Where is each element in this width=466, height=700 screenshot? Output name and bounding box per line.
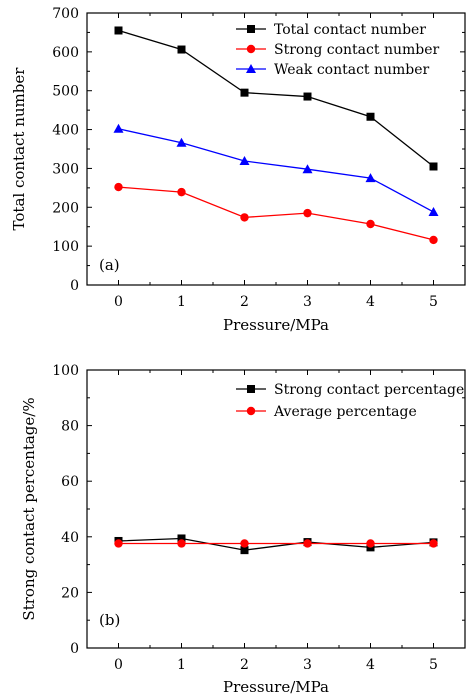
data-point [240,88,249,97]
data-point [177,539,186,548]
y-tick-label: 600 [52,45,79,61]
y-tick-label: 700 [52,6,79,22]
x-tick-label: 3 [303,294,312,310]
x-tick-label: 5 [429,294,438,310]
x-tick-label: 3 [303,657,312,673]
data-point [303,92,312,101]
legend-a: Total contact number Strong contact numbe… [236,22,439,78]
panel-label-a: (a) [99,256,120,274]
data-point [429,235,438,245]
data-point [114,182,123,192]
y-tick-label: 400 [52,123,79,139]
y-tick-label: 40 [61,530,79,546]
y-tick-label: 300 [52,161,79,177]
x-tick-label: 4 [366,294,375,310]
y-tick-label: 0 [70,641,79,657]
data-point [114,26,123,35]
legend-entry: Weak contact number [274,62,430,78]
x-tick-label: 2 [240,294,249,310]
series-line [118,186,434,241]
data-point [240,546,249,555]
x-tick-label: 1 [177,657,186,673]
legend-entry: Strong contact percentage [274,382,464,398]
data-point [177,187,186,197]
x-tick-label: 0 [114,294,123,310]
data-point [240,213,249,222]
chart-panel-a: 0 1 2 3 4 5 0 100 200 300 400 500 600 700 (a) Pressur… [10,6,466,334]
panel-label-b: (b) [99,611,120,629]
legend-marker [247,385,255,393]
y-tick-label: 20 [61,585,79,601]
data-point [366,112,375,121]
x-tick-label: 4 [366,657,375,673]
x-tick-label: 0 [114,657,123,673]
x-tick-label: 1 [177,294,186,310]
y-tick-label: 500 [52,84,79,100]
series-line [118,537,434,551]
data-point [365,173,376,183]
legend-marker [246,44,256,54]
legend-marker [247,25,255,33]
data-point [303,539,312,548]
legend-b: Strong contact percentage Average percent… [236,382,464,420]
data-point [176,137,187,147]
legend-entry: Average percentage [273,404,417,420]
y-tick-label: 0 [70,278,79,294]
legend-marker [246,406,256,416]
data-point [366,539,375,548]
x-tick-label: 5 [429,657,438,673]
y-axis-label-a: Total contact number [10,67,28,231]
data-point [429,539,438,548]
data-point [240,539,249,548]
legend-marker [246,64,256,73]
y-tick-label: 200 [52,200,79,216]
y-tick-label: 100 [52,239,79,255]
series-line [118,128,434,213]
data-point [429,162,438,171]
data-point [177,45,186,54]
x-tick-label: 2 [240,657,249,673]
data-point [114,539,123,548]
data-point [428,206,439,216]
y-tick-label: 60 [61,474,79,490]
chart-panel-b: 0 1 2 3 4 5 0 20 40 60 80 100 (b) Pressure/MPa Stro… [20,363,466,696]
data-point [366,219,375,229]
legend-entry: Strong contact number [274,42,439,58]
x-axis-label-b: Pressure/MPa [223,678,329,696]
data-point [113,123,124,133]
legend-entry: Total contact number [274,22,426,38]
y-tick-label: 100 [52,363,79,379]
data-point [177,534,186,543]
series-line [118,29,434,167]
data-point [239,156,250,166]
y-axis-label-b: Strong contact percentage/% [20,397,38,620]
data-point [303,208,312,218]
data-point [302,164,313,174]
y-tick-label: 80 [61,419,79,435]
x-axis-label-a: Pressure/MPa [223,316,329,334]
